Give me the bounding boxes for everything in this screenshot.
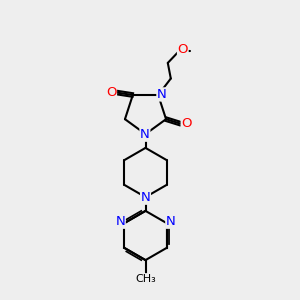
Text: O: O — [106, 85, 116, 98]
Text: N: N — [140, 128, 150, 141]
Text: O: O — [181, 117, 192, 130]
Text: CH₃: CH₃ — [135, 274, 156, 284]
Text: N: N — [166, 215, 175, 228]
Text: N: N — [141, 191, 150, 204]
Text: N: N — [157, 88, 167, 101]
Text: N: N — [116, 215, 125, 228]
Text: O: O — [178, 43, 188, 56]
